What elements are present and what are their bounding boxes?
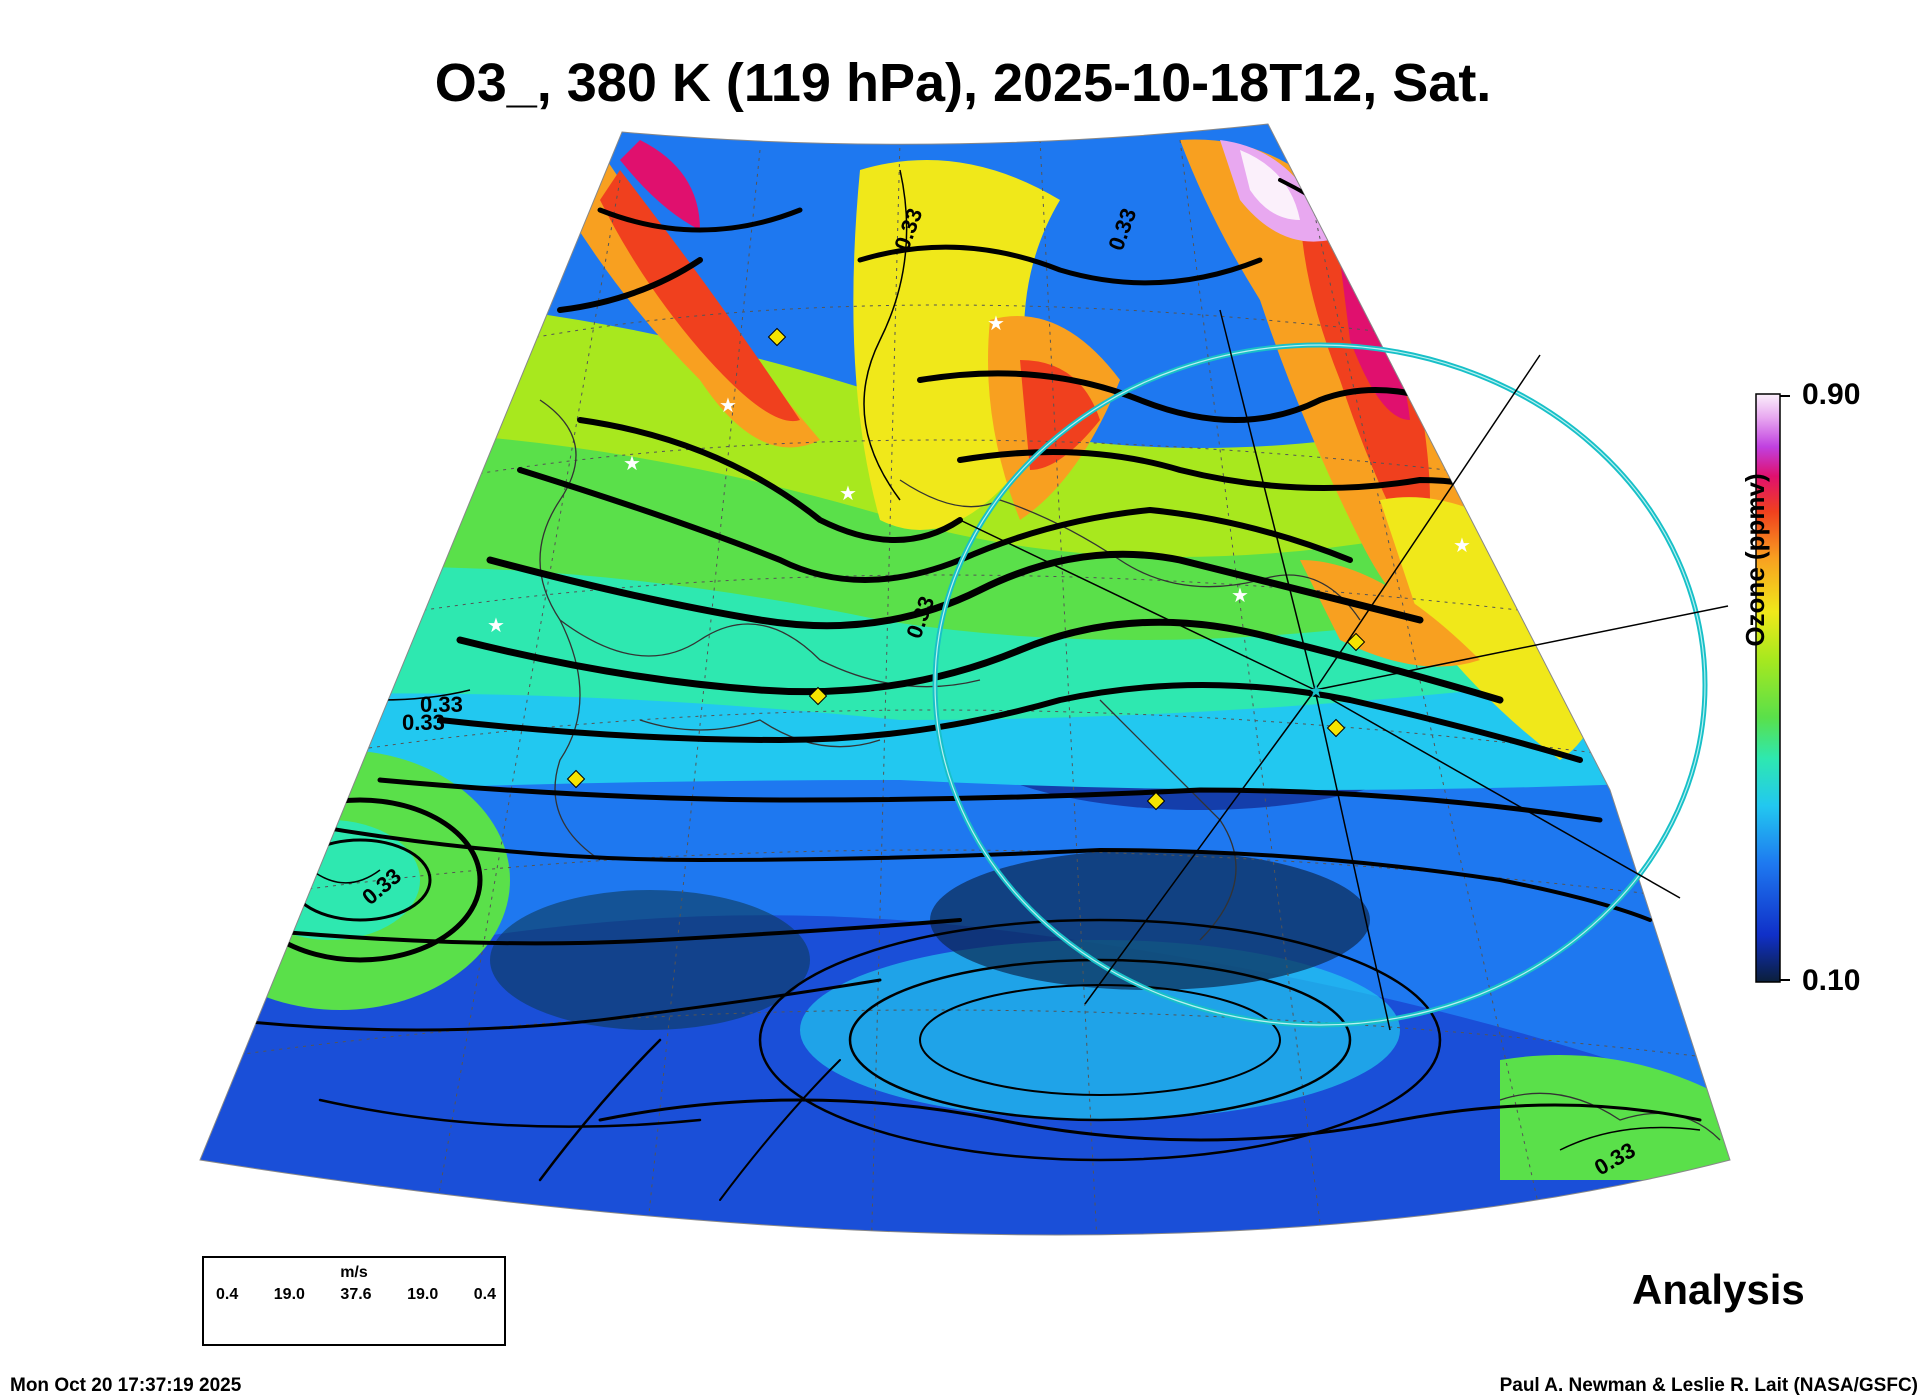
radial-lines xyxy=(959,309,1729,1031)
wind-legend-value: 19.0 xyxy=(273,1286,305,1303)
star-icon: ★ xyxy=(1231,583,1249,607)
wind-legend-value: 19.0 xyxy=(407,1286,439,1303)
station-markers xyxy=(566,327,1366,811)
graticule xyxy=(200,139,1730,1235)
star-icon: ★ xyxy=(1453,533,1471,557)
footer-timestamp: Mon Oct 20 17:37:19 2025 xyxy=(10,1375,242,1396)
wind-legend-value: 0.4 xyxy=(216,1286,239,1303)
star-icon: ★ xyxy=(987,311,1005,335)
diamond-marker xyxy=(1346,632,1366,652)
star-icon: ★ xyxy=(487,613,505,637)
star-icon: ★ xyxy=(1447,317,1465,341)
diamond-marker xyxy=(1146,791,1166,811)
diamond-marker xyxy=(767,327,787,347)
analysis-label: Analysis xyxy=(1632,1266,1805,1313)
wind-legend-value: 0.4 xyxy=(473,1286,496,1303)
highlight-ring xyxy=(932,342,1708,1028)
wind-legend-value: 37.6 xyxy=(340,1286,372,1303)
diamond-marker xyxy=(1326,718,1346,738)
star-icon: ★ xyxy=(623,451,641,475)
colorbar-axis-label: Ozone (ppmv) xyxy=(1740,473,1770,647)
footer-credit: Paul A. Newman & Leslie R. Lait (NASA/GS… xyxy=(1499,1375,1918,1396)
colorbar xyxy=(1755,393,1781,983)
wind-legend-units: m/s xyxy=(340,1264,368,1281)
contour-label: 0.33 xyxy=(420,692,463,717)
ring-center-star-icon: ★ xyxy=(1308,681,1324,702)
contour-label: 0.33 xyxy=(402,710,445,735)
map-title: O3_, 380 K (119 hPa), 2025-10-18T12, Sat… xyxy=(434,53,1492,113)
wind-speed-legend: m/s 0.4 19.0 37.6 19.0 0.4 xyxy=(202,1256,506,1346)
colorbar-min-label: 0.10 xyxy=(1802,964,1861,997)
colorbar-max-label: 0.90 xyxy=(1802,378,1861,411)
wind-legend-values: 0.4 19.0 37.6 19.0 0.4 xyxy=(216,1286,496,1304)
star-icon: ★ xyxy=(719,393,737,417)
star-markers: ★ ★ ★ ★ ★ ★ ★ ★ xyxy=(487,311,1471,637)
diamond-marker xyxy=(808,686,828,706)
star-icon: ★ xyxy=(839,481,857,505)
map-border xyxy=(199,123,1731,1236)
diamond-marker xyxy=(566,769,586,789)
